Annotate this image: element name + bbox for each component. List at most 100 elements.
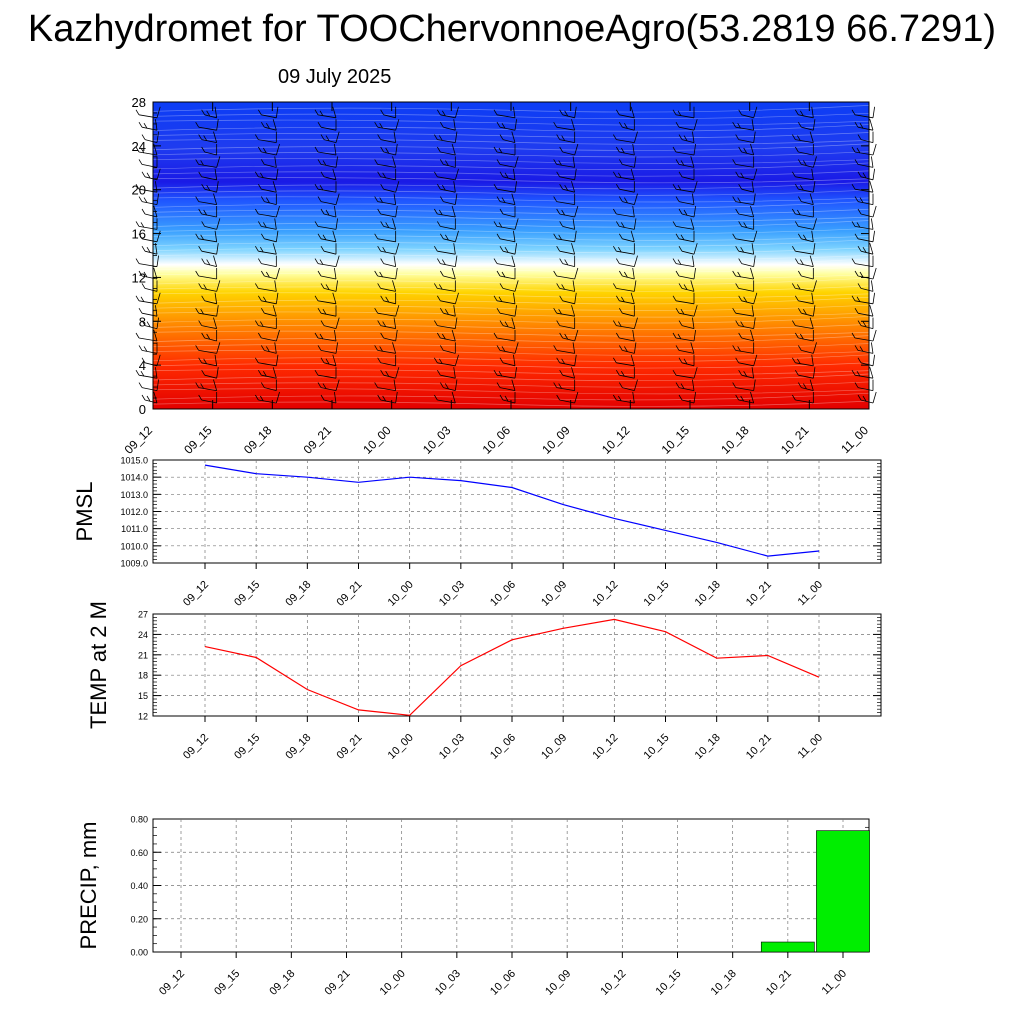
wind-barb-feather xyxy=(319,333,324,340)
wind-barb xyxy=(135,218,158,230)
wind-barb-feather xyxy=(146,246,151,253)
wind-barb-staff xyxy=(275,205,280,218)
wind-barb-shaft xyxy=(798,300,814,305)
wind-barb-shaft xyxy=(377,350,396,354)
wind-barb-staff xyxy=(811,354,814,366)
wind-barb xyxy=(141,168,161,181)
wind-barb-feather xyxy=(195,159,200,165)
wind-barb-staff xyxy=(513,106,516,118)
wind-barb-feather xyxy=(743,147,748,154)
wind-barb-feather xyxy=(612,245,617,252)
wind-barb xyxy=(675,230,695,243)
wind-barb xyxy=(738,143,755,156)
wind-barb-feather xyxy=(677,333,682,340)
wind-barb-feather xyxy=(320,283,325,289)
wind-barb-shaft xyxy=(317,188,337,193)
wind-barb-staff xyxy=(811,230,814,242)
wind-barb-shaft xyxy=(440,188,456,193)
wind-barb-shaft xyxy=(556,275,575,280)
wind-barb-feather xyxy=(796,209,801,216)
wind-barb-staff xyxy=(451,143,456,156)
wind-barb-feather xyxy=(377,134,382,140)
heatmap-field xyxy=(153,102,869,409)
wind-barb-staff xyxy=(335,317,340,329)
contour-line xyxy=(152,239,870,247)
wind-barb-staff xyxy=(693,119,698,131)
wind-barb-feather xyxy=(138,159,143,165)
wind-barb-shaft xyxy=(261,188,277,193)
wind-barb-shaft xyxy=(258,288,277,292)
wind-barb-staff xyxy=(753,292,758,304)
wind-barb-feather xyxy=(374,159,379,165)
wind-barb-shaft xyxy=(681,176,695,181)
wind-barb-feather xyxy=(504,246,509,253)
wind-barb xyxy=(678,168,695,181)
wind-barb-shaft xyxy=(198,126,217,131)
wind-barb-feather xyxy=(260,382,265,388)
wind-barb-staff xyxy=(454,131,458,143)
wind-barb-staff xyxy=(335,156,338,168)
wind-barb xyxy=(320,243,337,255)
wind-barb xyxy=(320,131,340,143)
wind-barb-shaft xyxy=(798,151,814,156)
wind-barb xyxy=(496,230,516,243)
wind-barb-shaft xyxy=(258,399,277,404)
wind-barb-staff xyxy=(514,156,519,168)
wind-barb-shaft xyxy=(860,213,874,218)
y-tick-label: 0.60 xyxy=(130,848,148,858)
wind-barb xyxy=(377,280,397,292)
wind-barb-staff xyxy=(335,342,338,354)
y-tick-label: 24 xyxy=(138,630,148,640)
wind-barb-feather xyxy=(678,134,683,140)
wind-barb xyxy=(439,305,456,317)
wind-barb-shaft xyxy=(562,188,575,193)
wind-barb xyxy=(732,379,756,391)
wind-barb xyxy=(141,317,159,329)
x-tick-label: 10_18 xyxy=(693,732,723,762)
wind-barb-shaft xyxy=(795,288,814,292)
wind-barb-feather xyxy=(561,135,566,141)
wind-barb-staff xyxy=(453,119,456,131)
wind-barb xyxy=(135,329,158,342)
wind-barb xyxy=(257,292,279,305)
wind-barb-staff xyxy=(216,218,221,230)
wind-barb-feather xyxy=(439,307,444,314)
wind-barb-shaft xyxy=(264,275,277,280)
wind-barb-staff xyxy=(750,329,755,342)
wind-barb-feather xyxy=(854,382,859,388)
wind-barb-feather xyxy=(203,284,208,290)
wind-barb-shaft xyxy=(144,325,158,329)
wind-barb-shaft xyxy=(380,176,396,181)
wind-barb xyxy=(556,205,579,218)
wind-barb-staff xyxy=(632,391,635,404)
wind-barb-shaft xyxy=(860,362,874,367)
x-tick-label: 09_12 xyxy=(122,423,156,457)
wind-barb-shaft xyxy=(440,114,456,119)
wind-barb-shaft xyxy=(741,300,754,305)
wind-barb-shaft xyxy=(741,226,754,230)
wind-barb-shaft xyxy=(741,374,754,379)
wind-barb-feather xyxy=(206,110,211,117)
wind-barb xyxy=(377,205,398,218)
wind-barb-shaft xyxy=(681,325,695,329)
wind-barb-shaft xyxy=(201,362,217,367)
contour-line xyxy=(152,273,870,280)
wind-barb-feather xyxy=(558,308,563,315)
wind-barb-feather xyxy=(203,135,208,141)
wind-barb-staff xyxy=(693,367,698,379)
wind-barb-feather xyxy=(498,147,503,154)
wind-barb-feather xyxy=(672,258,677,264)
wind-barb-feather xyxy=(851,109,856,116)
wind-barb-feather xyxy=(254,245,259,252)
wind-barb xyxy=(317,305,337,317)
wind-barb-feather xyxy=(556,171,561,178)
wind-barb-feather xyxy=(141,320,146,326)
wind-barb xyxy=(317,119,337,131)
wind-barb-feather xyxy=(556,134,561,140)
wind-barb xyxy=(317,230,337,243)
wind-barb-shaft xyxy=(204,300,217,305)
y-tick-label: 1013.0 xyxy=(120,490,148,500)
wind-barb-staff xyxy=(513,292,516,304)
wind-barb-shaft xyxy=(738,176,754,181)
wind-barb-shaft xyxy=(264,164,277,168)
